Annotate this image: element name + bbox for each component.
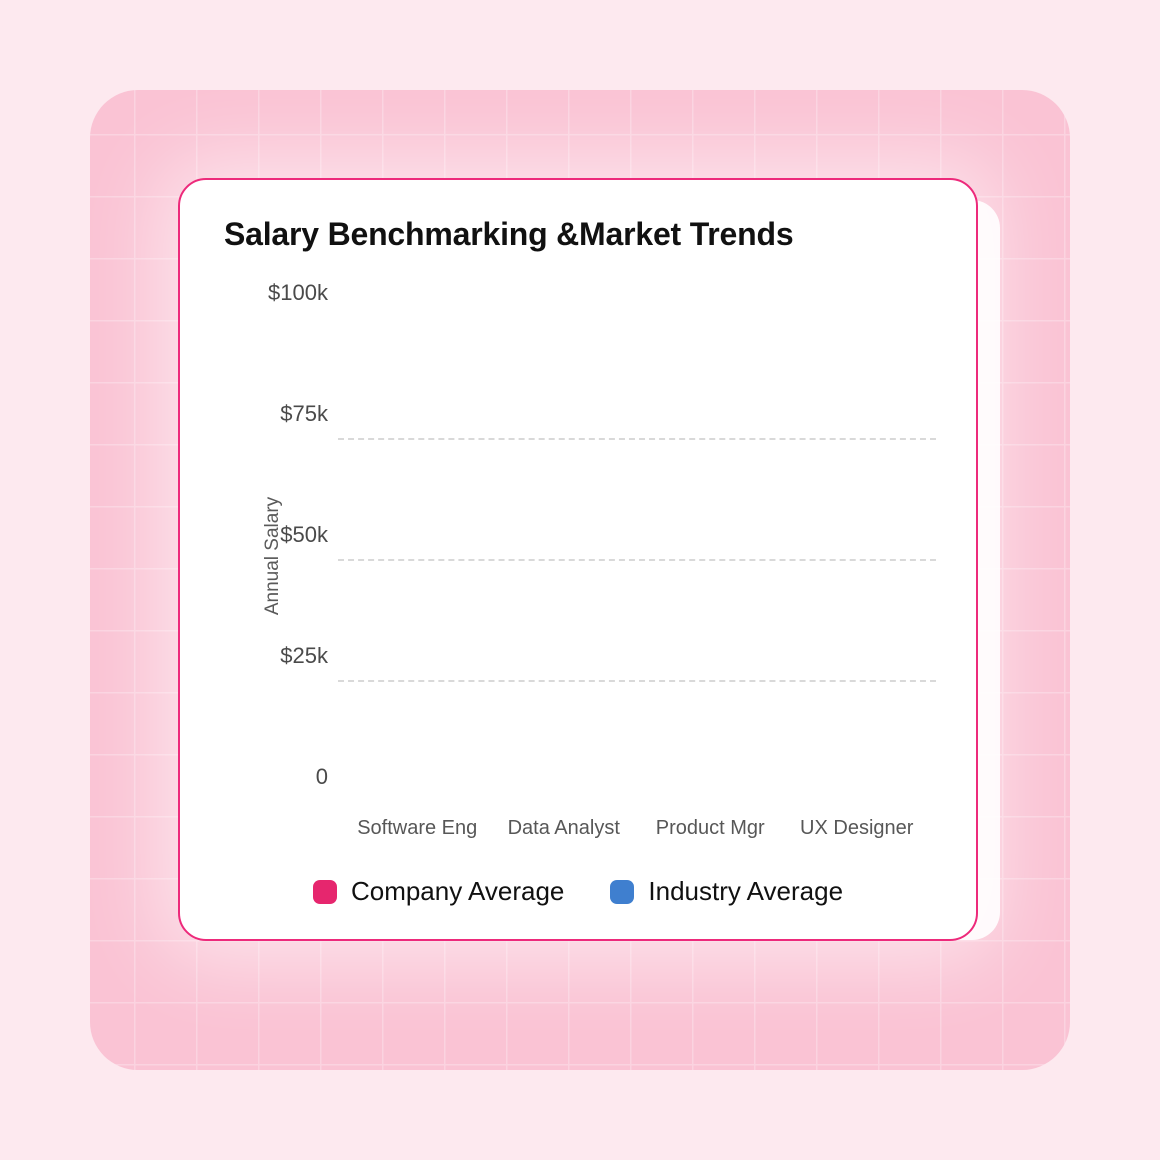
outer-frame: Salary Benchmarking &Market Trends Annua… [0, 0, 1160, 1160]
y-axis-ticks: 0 $25k $50k $75k $100k [258, 271, 338, 803]
grid-background-panel: Salary Benchmarking &Market Trends Annua… [90, 90, 1070, 1070]
y-tick-label: $25k [280, 643, 328, 669]
x-axis-label: UX Designer [792, 817, 922, 840]
chart-title: Salary Benchmarking &Market Trends [224, 216, 936, 253]
legend-swatch [610, 880, 634, 904]
chart-card: Salary Benchmarking &Market Trends Annua… [178, 178, 978, 941]
chart-body: Annual Salary 0$25k$50k$75k$100k Softwar… [220, 271, 936, 840]
y-tick-label: 0 [316, 764, 328, 790]
y-tick-label: $100k [268, 280, 328, 306]
plot-area [338, 271, 936, 803]
bar-groups [338, 271, 936, 803]
x-axis-label: Software Eng [352, 817, 482, 840]
x-axis-labels: Software Eng Data Analyst Product Mgr UX De… [338, 803, 936, 840]
legend-item: Company Average [313, 876, 564, 907]
legend-label: Industry Average [648, 876, 843, 907]
y-tick-label: $50k [280, 522, 328, 548]
y-tick-label: $75k [280, 401, 328, 427]
legend-item: Industry Average [610, 876, 843, 907]
x-axis-label: Data Analyst [499, 817, 629, 840]
legend-label: Company Average [351, 876, 564, 907]
x-axis-label: Product Mgr [645, 817, 775, 840]
chart-legend: Company Average Industry Average [220, 876, 936, 907]
legend-swatch [313, 880, 337, 904]
plot-row: 0 $25k $50k $75k $100k [258, 271, 936, 803]
plot-wrap: 0 $25k $50k $75k $100k Software Eng Data Anal… [258, 271, 936, 840]
